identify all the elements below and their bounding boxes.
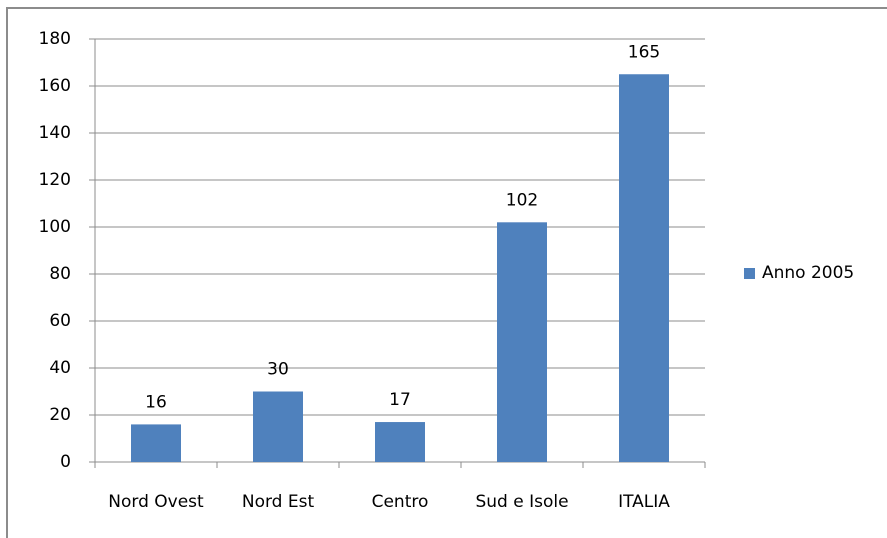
- y-tick-label: 80: [49, 264, 71, 284]
- y-tick-label: 180: [39, 29, 71, 49]
- x-tick-label: Nord Ovest: [108, 492, 204, 512]
- data-label: 16: [145, 392, 167, 412]
- y-tick-label: 160: [39, 76, 71, 96]
- y-tick-label: 20: [49, 405, 71, 425]
- data-label: 17: [389, 390, 411, 410]
- data-label: 102: [506, 190, 538, 210]
- x-tick-label: Nord Est: [242, 492, 315, 512]
- bar: [375, 422, 425, 462]
- y-tick-label: 120: [39, 170, 71, 190]
- x-tick-label: ITALIA: [618, 492, 670, 512]
- chart-border: [6, 7, 887, 538]
- bar: [619, 74, 669, 462]
- x-tick-label: Sud e Isole: [475, 492, 568, 512]
- y-tick-label: 0: [60, 452, 71, 472]
- legend-label: Anno 2005: [762, 263, 854, 283]
- x-tick-label: Centro: [372, 492, 429, 512]
- y-tick-label: 140: [39, 123, 71, 143]
- data-label: 165: [628, 42, 660, 62]
- y-tick-label: 60: [49, 311, 71, 331]
- bar: [253, 391, 303, 462]
- legend-swatch: [744, 268, 755, 279]
- y-tick-label: 100: [39, 217, 71, 237]
- data-label: 30: [267, 360, 289, 380]
- bar: [131, 424, 181, 462]
- bar: [497, 222, 547, 462]
- y-tick-label: 40: [49, 358, 71, 378]
